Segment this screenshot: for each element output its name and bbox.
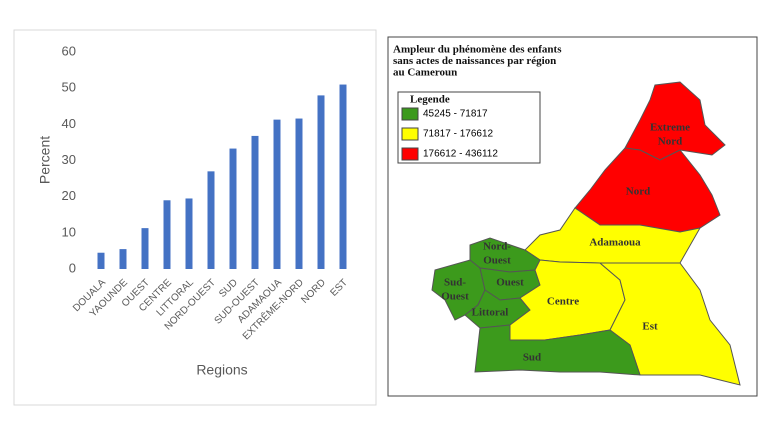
bar <box>97 252 105 269</box>
region-label: Nord <box>658 136 682 148</box>
bar <box>119 249 127 269</box>
region <box>598 262 741 386</box>
region-label: Extreme <box>650 122 690 134</box>
region-label: Nord- <box>483 241 511 253</box>
map-title: au Cameroun <box>393 67 457 79</box>
bar <box>251 135 259 269</box>
region-label: Adamaoua <box>589 237 641 249</box>
bar <box>207 171 215 269</box>
y-tick-label: 30 <box>62 152 76 167</box>
y-tick-label: 10 <box>62 224 76 239</box>
region-label: Ouest <box>496 277 524 289</box>
y-tick-label: 0 <box>69 260 76 275</box>
legend-swatch <box>401 107 419 121</box>
bar <box>141 228 149 269</box>
region-label: Centre <box>547 296 579 308</box>
chart-panel <box>13 29 377 406</box>
region-label: Littoral <box>472 307 509 319</box>
region-label: Sud <box>523 352 541 364</box>
region-label: Ouest <box>441 291 469 303</box>
bar <box>229 148 237 269</box>
region-label: Est <box>642 321 658 333</box>
legend-swatch <box>401 127 419 141</box>
bar <box>339 84 347 269</box>
region-label: Nord <box>626 186 650 198</box>
bar <box>273 119 281 269</box>
legend-swatch <box>401 147 419 161</box>
legend-label: 45245 - 71817 <box>423 109 488 120</box>
y-tick-label: 60 <box>62 43 76 58</box>
region <box>474 324 641 376</box>
map-legend <box>397 91 541 164</box>
bar <box>163 200 171 269</box>
y-tick-label: 20 <box>62 188 76 203</box>
legend-title: Legende <box>410 94 450 106</box>
legend-label: 71817 - 176612 <box>423 129 494 140</box>
y-tick-label: 40 <box>62 116 76 131</box>
bar <box>185 198 193 269</box>
legend-label: 176612 - 436112 <box>423 149 498 160</box>
x-axis-title: Regions <box>196 362 247 378</box>
map-title: sans actes de naissances par région <box>393 55 556 67</box>
map-title: Ampleur du phénomène des enfants <box>393 44 562 56</box>
region-label: Sud- <box>444 277 466 289</box>
map <box>431 81 741 386</box>
bar <box>317 95 325 270</box>
y-axis-title: Percent <box>37 136 53 184</box>
region-label: Ouest <box>483 255 511 267</box>
bar <box>295 118 303 270</box>
y-tick-label: 50 <box>62 80 76 95</box>
